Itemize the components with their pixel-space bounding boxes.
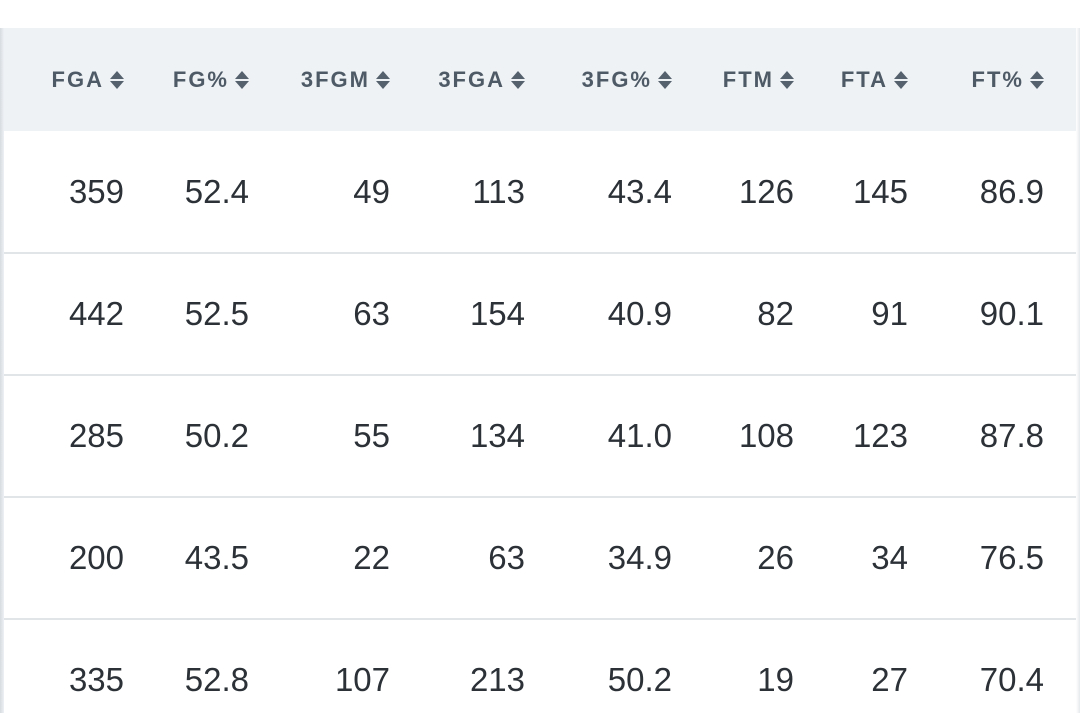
cell-3fg-pct: 40.9 [607, 295, 672, 332]
cell-3fga: 213 [469, 661, 525, 698]
column-header-fta[interactable]: FTA [794, 28, 908, 131]
cell-fga: 359 [68, 172, 124, 210]
table-row: 442 52.5 63 154 40.9 82 91 90.1 [4, 253, 1076, 375]
cell-fta: 34 [871, 539, 908, 576]
cell-ftm: 126 [738, 172, 794, 210]
column-header-ftm[interactable]: FTM [672, 28, 794, 131]
sort-icon[interactable] [894, 70, 908, 89]
cell-3fg-pct: 43.4 [607, 172, 672, 210]
column-header-fg-pct[interactable]: FG% [124, 28, 249, 131]
column-header-label: FT% [971, 66, 1024, 92]
stats-table-container[interactable]: FGA FG% 3FGM 3FGA 3FG% FTM FTA FT% 359 5… [0, 28, 1080, 713]
column-header-label: 3FG% [581, 66, 652, 92]
sort-icon[interactable] [658, 70, 672, 89]
cell-3fg-pct: 41.0 [607, 417, 672, 454]
cell-3fga: 113 [472, 172, 525, 210]
cell-ftm: 19 [757, 661, 794, 698]
cell-ftm: 82 [757, 295, 794, 332]
sort-icon[interactable] [780, 70, 794, 89]
column-header-label: FTM [722, 66, 774, 92]
cell-fg-pct: 52.5 [184, 295, 249, 332]
row-spacer [1044, 619, 1076, 713]
cell-3fga: 63 [488, 539, 525, 576]
cell-fga: 200 [68, 539, 124, 576]
cell-3fgm: 55 [353, 417, 390, 454]
cell-ft-pct: 76.5 [979, 539, 1044, 576]
cell-3fga: 134 [469, 417, 525, 454]
stats-table: FGA FG% 3FGM 3FGA 3FG% FTM FTA FT% 359 5… [4, 28, 1076, 713]
scroll-shadow-right [1076, 28, 1080, 713]
column-header-label: 3FGA [438, 66, 505, 92]
sort-icon[interactable] [1030, 70, 1044, 89]
table-row: 359 52.4 49 113 43.4 126 145 86.9 [4, 131, 1076, 253]
sort-icon[interactable] [235, 70, 249, 89]
sort-icon[interactable] [376, 70, 390, 89]
cell-ftm: 26 [757, 539, 794, 576]
table-row: 335 52.8 107 213 50.2 19 27 70.4 [4, 619, 1076, 713]
cell-3fgm: 22 [353, 539, 390, 576]
column-header-3fgm[interactable]: 3FGM [249, 28, 390, 131]
cell-3fgm: 107 [334, 661, 390, 698]
cell-3fg-pct: 50.2 [607, 661, 672, 698]
row-spacer [1044, 131, 1076, 253]
cell-fga: 442 [68, 295, 124, 332]
column-header-3fga[interactable]: 3FGA [390, 28, 525, 131]
scroll-shadow-left [0, 28, 4, 713]
cell-ft-pct: 86.9 [979, 172, 1044, 210]
column-header-ft-pct[interactable]: FT% [908, 28, 1044, 131]
header-row: FGA FG% 3FGM 3FGA 3FG% FTM FTA FT% [4, 28, 1076, 131]
cell-fg-pct: 52.4 [184, 172, 249, 210]
column-header-label: 3FGM [300, 66, 370, 92]
cell-fga: 285 [68, 417, 124, 454]
column-header-label: FGA [51, 66, 104, 92]
column-header-fga[interactable]: FGA [4, 28, 124, 131]
cell-ft-pct: 70.4 [979, 661, 1044, 698]
cell-fg-pct: 43.5 [184, 539, 249, 576]
column-header-label: FG% [172, 66, 229, 92]
top-spacer [0, 0, 1080, 28]
table-row: 285 50.2 55 134 41.0 108 123 87.8 [4, 375, 1076, 497]
cell-fta: 27 [871, 661, 908, 698]
cell-3fgm: 49 [353, 172, 390, 210]
cell-fta: 145 [852, 172, 908, 210]
column-header-3fg-pct[interactable]: 3FG% [525, 28, 672, 131]
row-spacer [1044, 497, 1076, 619]
sort-icon[interactable] [511, 70, 525, 89]
cell-3fga: 154 [469, 295, 525, 332]
table-body: 359 52.4 49 113 43.4 126 145 86.9 442 52… [4, 131, 1076, 713]
cell-3fgm: 63 [353, 295, 390, 332]
cell-ftm: 108 [738, 417, 794, 454]
cell-fta: 91 [871, 295, 908, 332]
row-spacer [1044, 375, 1076, 497]
cell-3fg-pct: 34.9 [607, 539, 672, 576]
cell-fg-pct: 50.2 [184, 417, 249, 454]
cell-fg-pct: 52.8 [184, 661, 249, 698]
sort-icon[interactable] [110, 70, 124, 89]
cell-ft-pct: 90.1 [979, 295, 1044, 332]
column-header-label: FTA [840, 66, 888, 92]
table-row: 200 43.5 22 63 34.9 26 34 76.5 [4, 497, 1076, 619]
cell-fga: 335 [68, 661, 124, 698]
header-spacer [1044, 28, 1076, 131]
table-header: FGA FG% 3FGM 3FGA 3FG% FTM FTA FT% [4, 28, 1076, 131]
cell-ft-pct: 87.8 [979, 417, 1044, 454]
row-spacer [1044, 253, 1076, 375]
cell-fta: 123 [852, 417, 908, 454]
